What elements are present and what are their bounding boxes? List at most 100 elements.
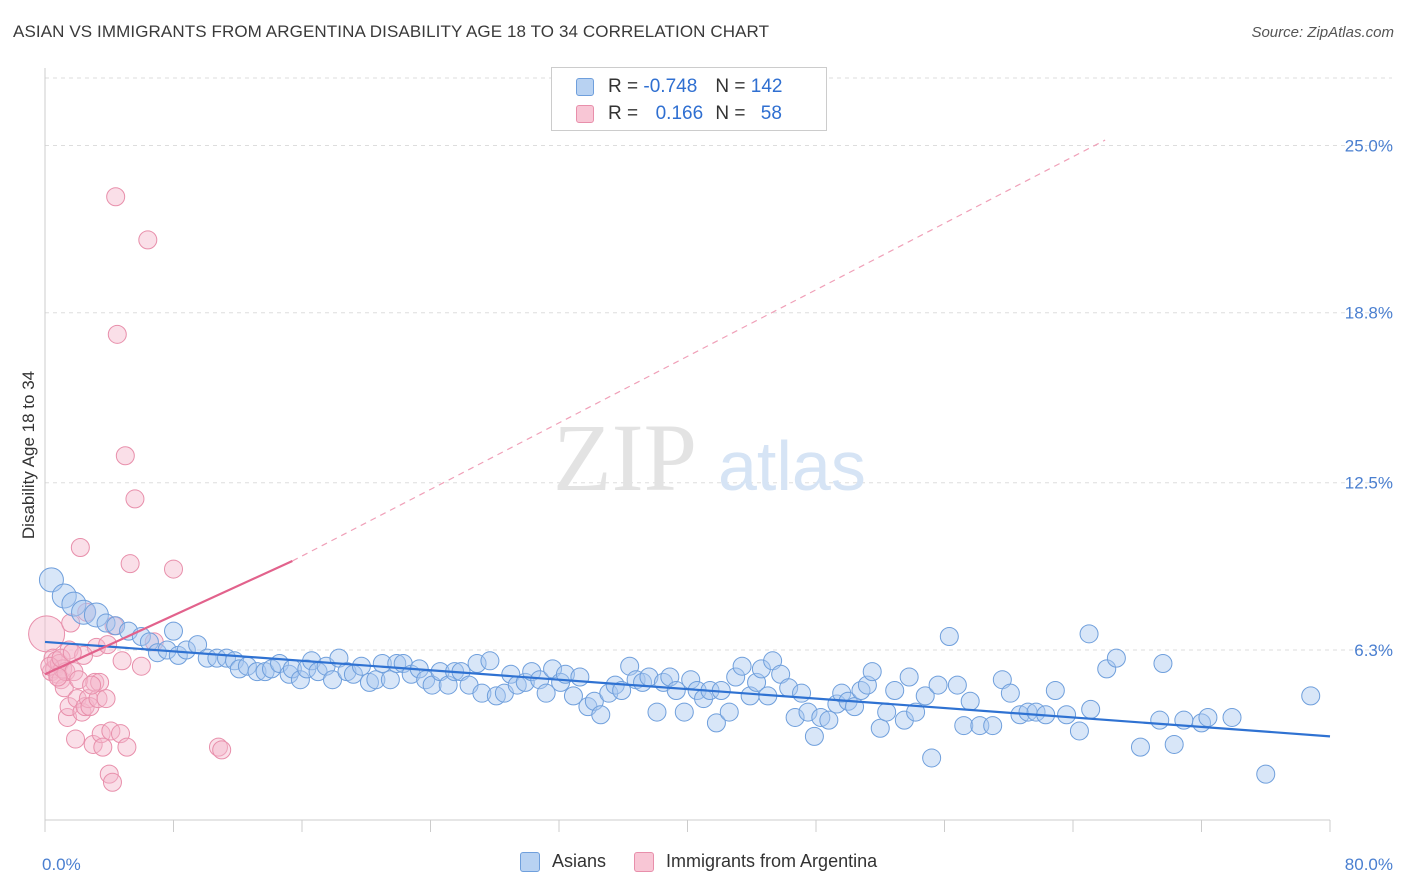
- asian-point: [612, 680, 632, 700]
- asian-point: [591, 705, 611, 725]
- legend-box: R = -0.748 N = 142 R = 0.166 N = 58: [551, 67, 827, 131]
- argentina-point: [115, 446, 135, 466]
- argentina-point: [59, 697, 79, 717]
- asian-point: [1256, 764, 1276, 784]
- asian-point: [217, 648, 237, 668]
- argentina-point: [212, 740, 232, 760]
- asian-point: [176, 640, 196, 660]
- asian-point: [164, 621, 183, 641]
- legend-swatch-asians: [576, 78, 594, 96]
- asian-point: [480, 651, 500, 671]
- argentina-point: [164, 559, 183, 579]
- asian-point: [1057, 705, 1077, 725]
- asian-point: [71, 599, 97, 625]
- asian-point: [885, 680, 905, 700]
- asian-point: [719, 702, 739, 722]
- asian-point: [960, 691, 980, 711]
- argentina-point: [70, 537, 90, 557]
- asian-point: [928, 675, 948, 695]
- asian-point: [906, 702, 926, 722]
- source-credit: Source: ZipAtlas.com: [1251, 24, 1394, 41]
- trend-lines: [44, 139, 1331, 738]
- chart-title: ASIAN VS IMMIGRANTS FROM ARGENTINA DISAB…: [13, 22, 770, 41]
- y-tick-label: 25.0%: [1345, 136, 1393, 155]
- asian-point: [501, 664, 521, 684]
- grid-lines: [45, 77, 1392, 651]
- asian-point: [832, 683, 852, 703]
- x-tick-label: 0.0%: [42, 855, 81, 874]
- legend-row-asians: R = -0.748 N = 142: [576, 74, 782, 100]
- watermark: ZIP atlas: [553, 404, 866, 511]
- asian-point: [947, 675, 967, 695]
- asian-point: [366, 670, 386, 690]
- asian-point: [798, 702, 818, 722]
- asian-point: [1097, 659, 1117, 679]
- legend-n-value-asians: 142: [750, 76, 783, 97]
- asian-point: [1069, 721, 1089, 741]
- legend-r-label: R =: [608, 76, 639, 97]
- asian-point: [811, 707, 831, 727]
- argentina-point: [131, 656, 151, 676]
- argentina-point: [125, 489, 145, 509]
- asian-point: [674, 702, 694, 722]
- asian-point: [139, 632, 159, 652]
- asian-point: [51, 583, 77, 609]
- asian-point: [939, 627, 959, 647]
- asian-point: [570, 667, 590, 687]
- y-tick-label: 18.8%: [1345, 304, 1393, 323]
- asian-point: [954, 716, 974, 736]
- asian-point: [563, 686, 583, 706]
- legend-n-label: N =: [715, 76, 746, 97]
- bottom-legend-label-asians: Asians: [552, 851, 607, 871]
- asian-point: [1153, 654, 1173, 674]
- asian-point: [323, 670, 343, 690]
- asian-point: [726, 667, 746, 687]
- x-tick-label: 80.0%: [1345, 855, 1393, 874]
- asian-point: [1081, 699, 1101, 719]
- asian-point: [1150, 710, 1170, 730]
- bottom-legend-label-argentina: Immigrants from Argentina: [666, 851, 878, 871]
- argentina-point: [66, 729, 86, 749]
- y-axis-label: Disability Age 18 to 34: [19, 371, 38, 539]
- argentina-point: [54, 678, 74, 698]
- asian-point: [877, 702, 897, 722]
- argentina-point: [85, 672, 105, 692]
- argentina-point: [106, 187, 126, 207]
- series-argentina-points: [28, 187, 232, 792]
- argentina-trend-extension: [292, 139, 1106, 562]
- argentina-point: [208, 737, 228, 757]
- argentina-point: [112, 651, 132, 671]
- bottom-legend-swatch-argentina: [634, 851, 655, 872]
- legend-n-label: N =: [715, 103, 746, 124]
- asian-point: [1045, 680, 1065, 700]
- asian-point: [785, 707, 805, 727]
- asian-point: [522, 662, 542, 682]
- asian-point: [83, 602, 109, 628]
- argentina-point: [102, 772, 122, 792]
- argentina-point: [120, 554, 140, 574]
- tick-labels: 25.0% 18.8% 12.5% 6.3% 0.0% 80.0%: [42, 136, 1393, 874]
- asian-point: [751, 659, 771, 679]
- asian-point: [1130, 737, 1150, 757]
- argentina-point: [74, 645, 94, 665]
- argentina-point: [82, 675, 102, 695]
- watermark-zip: ZIP: [553, 404, 697, 511]
- asian-point: [647, 702, 667, 722]
- asian-point: [706, 713, 726, 733]
- legend-r-label: R =: [608, 103, 639, 124]
- series-asians-points: [38, 567, 1321, 784]
- asian-point: [983, 716, 1003, 736]
- y-tick-label: 6.3%: [1354, 641, 1393, 660]
- argentina-point: [107, 324, 127, 344]
- bottom-legend: Asians Immigrants from Argentina: [520, 851, 905, 872]
- asian-point: [792, 683, 812, 703]
- asian-point: [862, 662, 882, 682]
- asian-point: [279, 664, 299, 684]
- asian-point: [106, 616, 126, 636]
- bottom-legend-asians: Asians: [520, 851, 606, 872]
- argentina-point: [117, 737, 137, 757]
- asian-point: [1301, 686, 1321, 706]
- argentina-point: [69, 670, 89, 690]
- asian-point: [894, 710, 914, 730]
